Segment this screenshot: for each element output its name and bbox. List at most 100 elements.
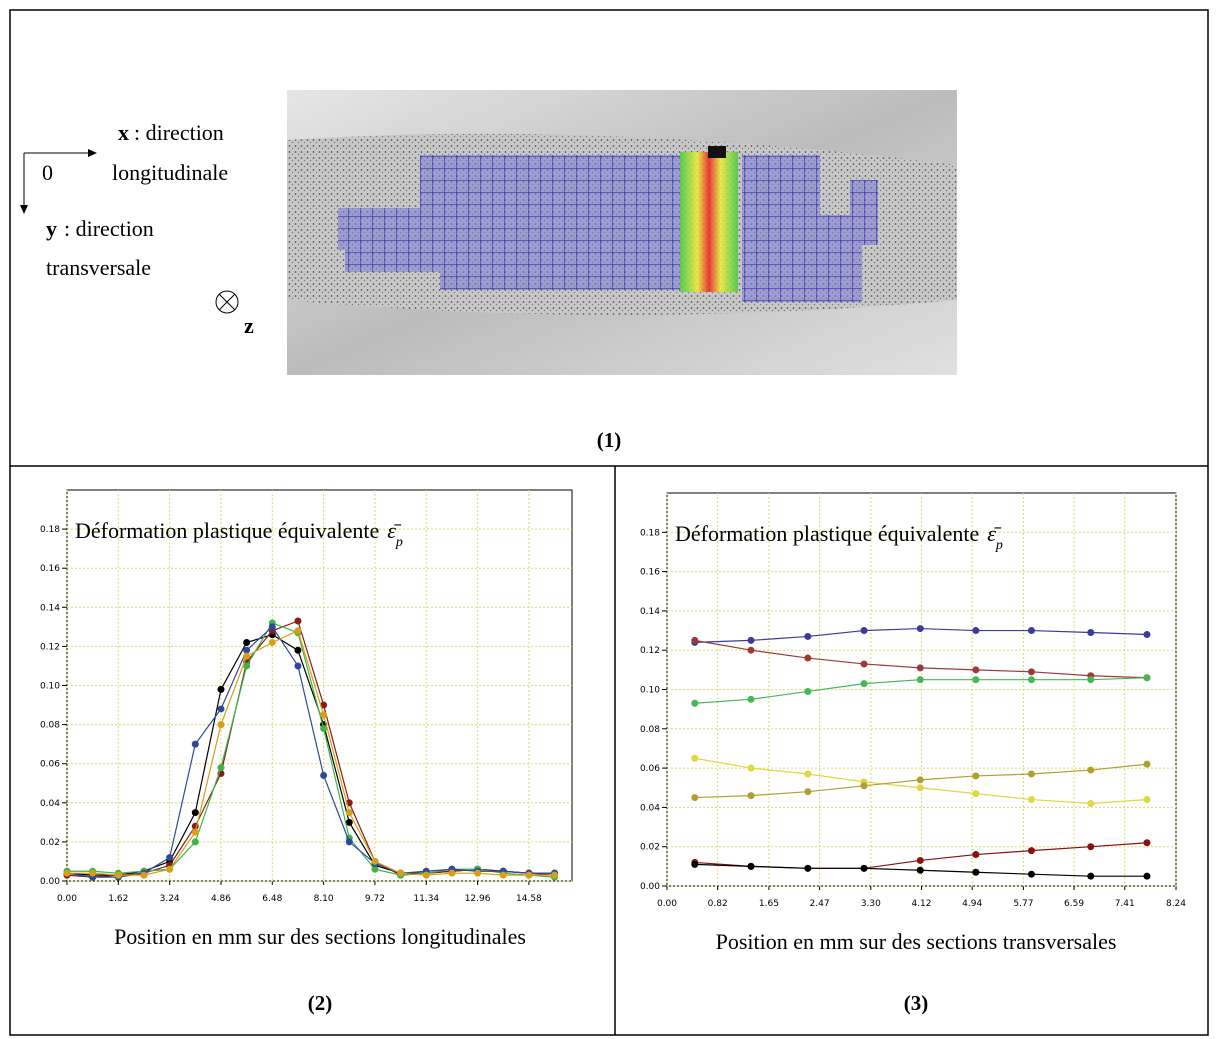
data-point (972, 772, 980, 780)
data-point (916, 625, 924, 633)
y-tick-label: 0.00 (640, 882, 660, 892)
data-point (804, 864, 812, 872)
x-axis-desc: : direction (134, 120, 224, 145)
data-point (1027, 627, 1035, 635)
y-tick-label: 0.08 (640, 725, 660, 735)
x-axis-name: x (118, 120, 129, 145)
y-tick-label: 0.02 (640, 843, 660, 853)
data-point (804, 788, 812, 796)
data-point (972, 666, 980, 674)
data-point (551, 871, 559, 879)
data-point (243, 638, 251, 646)
data-point (345, 818, 353, 826)
data-point (217, 705, 225, 713)
data-point (691, 754, 699, 762)
caption: (3) (904, 991, 929, 1015)
y-tick-label: 0.04 (640, 803, 660, 813)
data-point (972, 627, 980, 635)
data-point (916, 664, 924, 672)
data-point (371, 857, 379, 865)
data-point (166, 865, 174, 873)
x-tick-label: 1.62 (108, 894, 128, 904)
data-point (972, 676, 980, 684)
x-axis-label: Position en mm sur des sections longitud… (114, 924, 526, 949)
x-tick-label: 14.58 (516, 894, 542, 904)
x-tick-label: 1.65 (759, 899, 779, 909)
data-point (1143, 872, 1151, 880)
y-tick-label: 0.10 (640, 686, 660, 696)
data-point (1087, 872, 1095, 880)
y-tick-label: 0.16 (40, 564, 60, 574)
x-tick-label: 8.10 (314, 894, 334, 904)
y-tick-label: 0.06 (640, 764, 660, 774)
data-point (294, 617, 302, 625)
data-point (191, 740, 199, 748)
x-tick-label: 0.82 (708, 899, 728, 909)
x-tick-label: 4.12 (911, 899, 931, 909)
title-subscript: p (395, 535, 403, 550)
x-tick-label: 3.30 (861, 899, 881, 909)
y-tick-label: 0.14 (640, 607, 660, 617)
y-tick-label: 0.12 (40, 642, 60, 652)
data-point (345, 809, 353, 817)
data-point (1087, 766, 1095, 774)
x-tick-label: 12.96 (465, 894, 491, 904)
data-point (166, 854, 174, 862)
data-point (972, 790, 980, 798)
data-point (916, 866, 924, 874)
data-point (1143, 796, 1151, 804)
data-point (140, 871, 148, 879)
data-point (747, 646, 755, 654)
x-axis-label: Position en mm sur des sections transver… (716, 929, 1117, 954)
data-point (320, 725, 328, 733)
y-axis-name: y (46, 216, 57, 241)
data-point (397, 869, 405, 877)
y-tick-label: 0.04 (40, 799, 60, 809)
data-point (691, 699, 699, 707)
data-point (448, 869, 456, 877)
y-tick-label: 0.02 (40, 838, 60, 848)
y-tick-label: 0.16 (640, 568, 660, 578)
data-point (747, 764, 755, 772)
y-tick-label: 0.18 (640, 528, 660, 538)
x-axis-desc: longitudinale (112, 160, 228, 185)
y-axis-desc: : direction (64, 216, 154, 241)
y-tick-label: 0.08 (40, 721, 60, 731)
data-point (1027, 796, 1035, 804)
x-tick-label: 9.72 (365, 894, 385, 904)
data-point (63, 869, 71, 877)
data-point (525, 871, 533, 879)
origin-label: 0 (42, 160, 53, 185)
data-point (191, 838, 199, 846)
x-tick-label: 4.94 (962, 899, 982, 909)
chart-title: Déformation plastique équivalente (75, 518, 379, 543)
data-point (1027, 770, 1035, 778)
data-point (860, 680, 868, 688)
data-point (1087, 629, 1095, 637)
x-tick-label: 5.77 (1013, 899, 1033, 909)
y-tick-label: 0.12 (640, 646, 660, 656)
chart-title: Déformation plastique équivalente ε̄p (675, 521, 1003, 553)
x-tick-label: 6.48 (262, 894, 282, 904)
data-point (1027, 676, 1035, 684)
y-tick-label: 0.14 (40, 603, 60, 613)
data-point (1027, 668, 1035, 676)
data-point (804, 687, 812, 695)
data-point (804, 654, 812, 662)
axes-legend (20, 149, 239, 314)
data-point (804, 632, 812, 640)
data-point (499, 871, 507, 879)
chart-title: Déformation plastique équivalente (675, 521, 979, 546)
data-point (191, 828, 199, 836)
data-point (268, 623, 276, 631)
data-point (972, 868, 980, 876)
data-point (320, 711, 328, 719)
z-axis-name: z (244, 313, 254, 338)
y-tick-label: 0.10 (40, 682, 60, 692)
x-tick-label: 2.47 (810, 899, 830, 909)
data-point (217, 721, 225, 729)
data-point (860, 782, 868, 790)
data-point (747, 862, 755, 870)
data-point (371, 865, 379, 873)
